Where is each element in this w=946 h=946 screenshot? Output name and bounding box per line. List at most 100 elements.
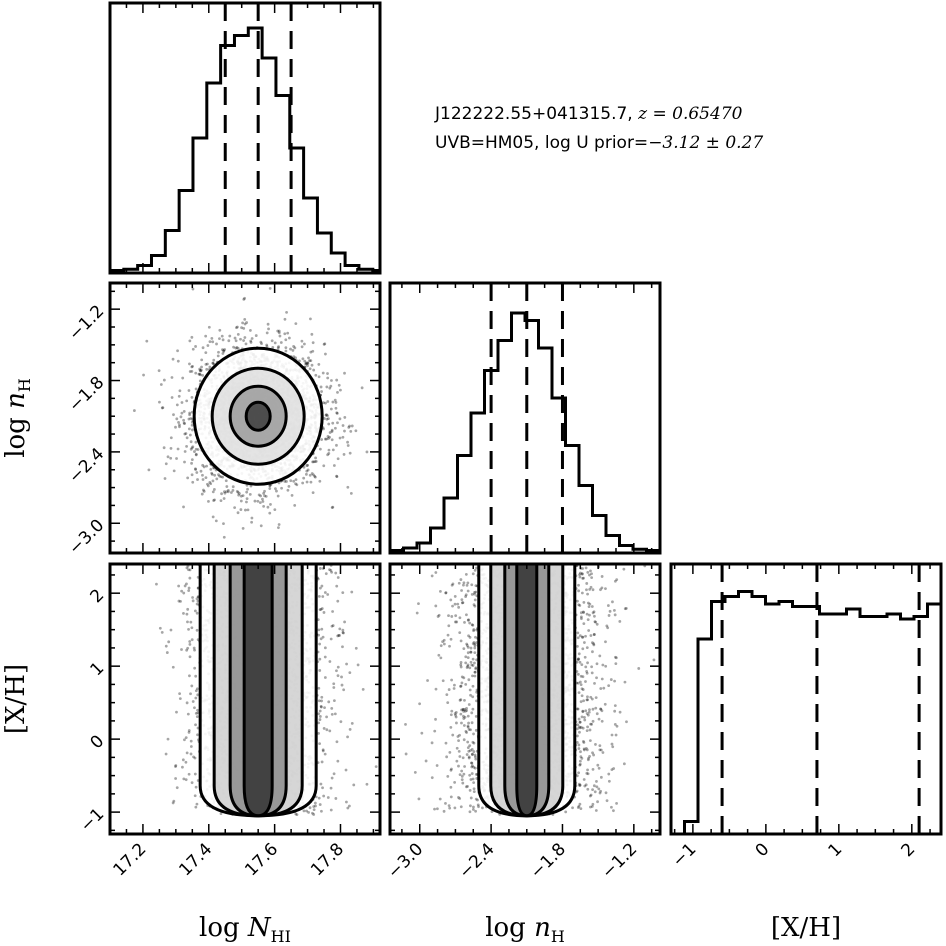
sample-point bbox=[295, 483, 299, 487]
sample-point bbox=[325, 715, 328, 719]
sample-point bbox=[306, 364, 309, 368]
sample-point bbox=[349, 429, 353, 433]
sample-point bbox=[208, 340, 212, 343]
sample-point bbox=[178, 692, 182, 695]
sample-point bbox=[221, 348, 224, 351]
sample-point bbox=[283, 317, 287, 321]
sample-point bbox=[335, 669, 338, 673]
sample-point bbox=[196, 693, 200, 697]
sample-point bbox=[215, 342, 218, 346]
sample-point bbox=[200, 358, 204, 362]
sample-point bbox=[289, 347, 292, 351]
sample-point bbox=[211, 490, 215, 494]
sample-point bbox=[326, 453, 330, 457]
sample-point bbox=[194, 452, 198, 456]
sample-point bbox=[319, 705, 323, 709]
sample-point bbox=[201, 373, 205, 377]
sample-point bbox=[183, 460, 186, 464]
hist-step-NHI bbox=[110, 26, 380, 273]
sample-point bbox=[191, 599, 195, 603]
sample-point bbox=[187, 627, 190, 631]
sample-point bbox=[317, 633, 320, 637]
sample-point bbox=[348, 671, 352, 675]
sample-point bbox=[197, 557, 200, 560]
sample-point bbox=[194, 371, 198, 375]
sample-point bbox=[311, 341, 315, 345]
sample-point bbox=[336, 421, 339, 425]
sample-point bbox=[245, 321, 249, 324]
sample-point bbox=[336, 390, 339, 394]
sample-point bbox=[343, 416, 347, 419]
sample-point bbox=[195, 602, 199, 606]
sample-point bbox=[169, 456, 173, 460]
sample-point bbox=[239, 337, 242, 341]
sample-point bbox=[268, 484, 272, 488]
density-contour bbox=[244, 400, 272, 432]
sample-point bbox=[247, 557, 250, 560]
sample-point bbox=[188, 413, 191, 417]
sample-point bbox=[303, 359, 307, 363]
sample-point bbox=[188, 411, 192, 415]
sample-point bbox=[335, 412, 339, 415]
sample-point bbox=[329, 637, 333, 641]
sample-point bbox=[142, 373, 145, 377]
sample-point bbox=[317, 699, 321, 703]
sample-point bbox=[194, 467, 197, 471]
sample-point bbox=[276, 494, 280, 498]
sample-point bbox=[312, 368, 316, 372]
sample-point bbox=[304, 472, 308, 476]
sample-point bbox=[175, 417, 179, 421]
sample-point bbox=[259, 559, 262, 562]
sample-point bbox=[293, 503, 297, 507]
sample-point bbox=[174, 764, 178, 767]
sample-point bbox=[294, 482, 297, 486]
sample-point bbox=[196, 448, 200, 451]
sample-point bbox=[331, 610, 334, 613]
sample-point bbox=[306, 463, 310, 467]
sample-point bbox=[330, 428, 334, 432]
x-tick-label: 0 bbox=[752, 839, 774, 861]
sample-point bbox=[350, 424, 354, 428]
sample-point bbox=[284, 349, 288, 353]
sample-point bbox=[307, 356, 310, 360]
sample-point bbox=[237, 493, 241, 497]
sample-point bbox=[183, 422, 186, 426]
sample-point bbox=[304, 361, 308, 365]
sample-point bbox=[258, 559, 261, 562]
sample-point bbox=[164, 752, 168, 756]
sample-point bbox=[187, 589, 191, 593]
sample-point bbox=[293, 346, 297, 350]
y-tick-label: −2.4 bbox=[65, 444, 108, 487]
sample-point bbox=[175, 403, 179, 407]
sample-point bbox=[305, 469, 309, 473]
sample-point bbox=[330, 430, 334, 433]
sample-point bbox=[300, 339, 304, 343]
sample-point bbox=[331, 421, 335, 425]
sample-point bbox=[304, 362, 308, 366]
sample-point bbox=[246, 487, 249, 491]
sample-point bbox=[322, 401, 325, 405]
sample-point bbox=[208, 481, 212, 484]
sample-point bbox=[218, 328, 222, 332]
histogram-NHI bbox=[110, 3, 380, 273]
sample-point bbox=[300, 345, 304, 349]
sample-point bbox=[286, 488, 290, 492]
sample-point bbox=[265, 331, 269, 335]
sample-point bbox=[259, 340, 263, 344]
sample-point bbox=[323, 655, 327, 659]
sample-point bbox=[188, 674, 191, 678]
sample-point bbox=[266, 322, 270, 326]
sample-point bbox=[196, 711, 200, 715]
sample-point bbox=[294, 478, 298, 482]
sample-point bbox=[166, 455, 170, 459]
sample-point bbox=[331, 448, 335, 452]
sample-point bbox=[336, 674, 340, 678]
sample-point bbox=[336, 576, 340, 579]
sample-point bbox=[188, 362, 191, 366]
sample-point bbox=[217, 350, 220, 354]
sample-point bbox=[341, 424, 345, 427]
sample-point bbox=[261, 500, 265, 503]
sample-point bbox=[320, 809, 323, 813]
sample-point bbox=[188, 640, 192, 643]
sample-point bbox=[245, 500, 248, 504]
